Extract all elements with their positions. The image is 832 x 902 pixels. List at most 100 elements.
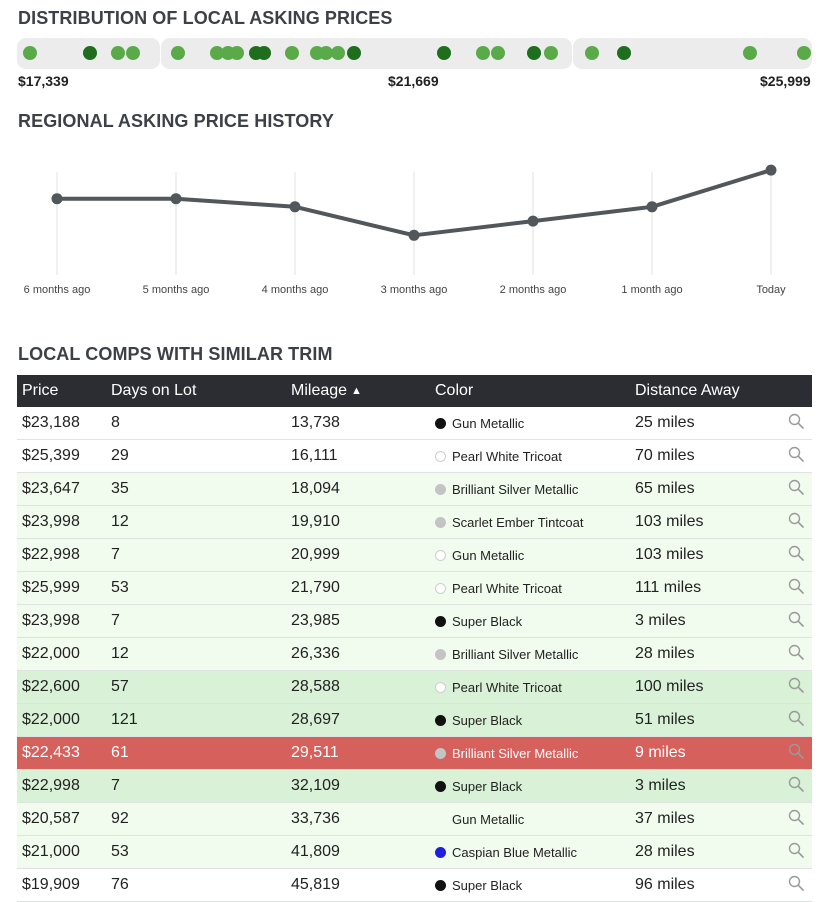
column-header-price[interactable]: Price: [17, 375, 106, 407]
color-name: Brilliant Silver Metallic: [452, 646, 579, 662]
price-history-point[interactable]: [170, 193, 182, 205]
search-icon[interactable]: [788, 644, 804, 665]
cell-actions: [772, 802, 812, 836]
table-row[interactable]: $22,998 7 32,109 Super Black 3 miles: [17, 769, 812, 803]
x-tick-label: 4 months ago: [262, 284, 329, 296]
column-header-color[interactable]: Color: [430, 375, 630, 407]
search-icon[interactable]: [788, 875, 804, 896]
cell-distance: 9 miles: [630, 736, 772, 770]
color-swatch-icon: [435, 814, 446, 825]
search-icon[interactable]: [788, 545, 804, 566]
cell-price: $22,600: [17, 670, 106, 704]
table-row[interactable]: $22,000 121 28,697 Super Black 51 miles: [17, 703, 812, 737]
search-icon[interactable]: [788, 677, 804, 698]
search-icon[interactable]: [788, 611, 804, 632]
x-tick-label: 2 months ago: [500, 284, 567, 296]
cell-distance: 3 miles: [630, 604, 772, 638]
price-history-point[interactable]: [289, 201, 301, 213]
price-distribution-dot[interactable]: [797, 46, 811, 60]
search-icon[interactable]: [788, 842, 804, 863]
cell-days-on-lot: 12: [106, 505, 286, 539]
cell-price: $20,587: [17, 802, 106, 836]
table-row[interactable]: $25,999 53 21,790 Pearl White Tricoat 111 mi…: [17, 571, 812, 605]
search-icon[interactable]: [788, 710, 804, 731]
price-distribution-dot[interactable]: [585, 46, 600, 60]
price-history-point[interactable]: [765, 164, 777, 176]
search-icon[interactable]: [788, 809, 804, 830]
price-distribution-dot[interactable]: [544, 46, 559, 60]
cell-mileage: 23,985: [286, 604, 430, 638]
cell-price: $25,999: [17, 571, 106, 605]
price-distribution-dot[interactable]: [126, 46, 141, 60]
cell-price: $25,399: [17, 439, 106, 473]
cell-color: Pearl White Tricoat: [430, 571, 630, 605]
price-distribution-dot[interactable]: [284, 46, 299, 60]
price-distribution-dot[interactable]: [476, 46, 491, 60]
color-swatch-icon: [435, 549, 446, 561]
cell-days-on-lot: 29: [106, 439, 286, 473]
table-row[interactable]: $23,188 8 13,738 Gun Metallic 25 miles: [17, 407, 812, 440]
color-swatch-icon: [435, 648, 446, 660]
table-row[interactable]: $22,433 61 29,511 Brilliant Silver Metallic…: [17, 736, 812, 770]
search-icon[interactable]: [788, 446, 804, 467]
cell-price: $23,998: [17, 604, 106, 638]
color-name: Brilliant Silver Metallic: [452, 481, 579, 497]
price-distribution-dot[interactable]: [83, 46, 98, 60]
table-row[interactable]: $23,998 12 19,910 Scarlet Ember Tintcoat 103…: [17, 505, 812, 539]
column-header-days-on-lot[interactable]: Days on Lot: [106, 375, 286, 407]
cell-price: $23,188: [17, 407, 106, 440]
table-row[interactable]: $23,998 7 23,985 Super Black 3 miles: [17, 604, 812, 638]
price-history-point[interactable]: [527, 215, 539, 227]
price-distribution-dot[interactable]: [171, 46, 186, 60]
cell-distance: 28 miles: [630, 637, 772, 671]
price-distribution-dot[interactable]: [319, 46, 334, 60]
price-history-point[interactable]: [51, 193, 63, 205]
search-icon[interactable]: [788, 413, 804, 434]
table-row[interactable]: $22,600 57 28,588 Pearl White Tricoat 100 mi…: [17, 670, 812, 704]
price-distribution-dot[interactable]: [257, 46, 272, 60]
table-row[interactable]: $20,587 92 33,736 Gun Metallic 37 miles: [17, 802, 812, 836]
price-distribution-dot[interactable]: [229, 46, 244, 60]
search-icon[interactable]: [788, 578, 804, 599]
color-name: Super Black: [452, 778, 523, 794]
cell-color: Gun Metallic: [430, 538, 630, 572]
search-icon[interactable]: [788, 479, 804, 500]
search-icon[interactable]: [788, 743, 804, 764]
comps-header-row: Price Days on Lot Mileage ▲ Color Distanc…: [17, 375, 812, 407]
price-history-point[interactable]: [408, 229, 420, 241]
table-row[interactable]: $22,000 12 26,336 Brilliant Silver Metallic…: [17, 637, 812, 671]
color-name: Gun Metallic: [452, 547, 525, 563]
price-distribution-dot[interactable]: [743, 46, 758, 60]
comps-title: LOCAL COMPS WITH SIMILAR TRIM: [18, 344, 333, 364]
x-tick-label: 5 months ago: [143, 284, 210, 296]
price-distribution-dot[interactable]: [347, 46, 362, 60]
price-distribution-dot[interactable]: [331, 46, 346, 60]
column-header-distance[interactable]: Distance Away: [630, 375, 772, 407]
price-distribution-dot[interactable]: [22, 46, 37, 60]
price-distribution-dot[interactable]: [110, 46, 125, 60]
column-header-mileage[interactable]: Mileage ▲: [286, 375, 430, 407]
cell-actions: [772, 835, 812, 869]
price-distribution-dot[interactable]: [437, 46, 452, 60]
cell-distance: 37 miles: [630, 802, 772, 836]
price-distribution-dot[interactable]: [527, 46, 542, 60]
search-icon[interactable]: [788, 512, 804, 533]
cell-mileage: 21,790: [286, 571, 430, 605]
cell-distance: 25 miles: [630, 407, 772, 440]
price-distribution-dot[interactable]: [491, 46, 506, 60]
price-distribution-dot[interactable]: [617, 46, 631, 60]
table-row[interactable]: $23,647 35 18,094 Brilliant Silver Metallic…: [17, 472, 812, 506]
cell-price: $23,998: [17, 505, 106, 539]
color-swatch-icon: [435, 516, 446, 528]
cell-distance: 103 miles: [630, 505, 772, 539]
cell-mileage: 33,736: [286, 802, 430, 836]
table-row[interactable]: $19,909 76 45,819 Super Black 96 miles: [17, 868, 812, 902]
cell-color: Super Black: [430, 769, 630, 803]
color-name: Gun Metallic: [452, 415, 525, 431]
table-row[interactable]: $22,998 7 20,999 Gun Metallic 103 miles: [17, 538, 812, 572]
table-row[interactable]: $21,000 53 41,809 Caspian Blue Metallic 28 m…: [17, 835, 812, 869]
search-icon[interactable]: [788, 776, 804, 797]
cell-actions: [772, 769, 812, 803]
table-row[interactable]: $25,399 29 16,111 Pearl White Tricoat 70 mil…: [17, 439, 812, 473]
price-history-point[interactable]: [646, 201, 658, 213]
